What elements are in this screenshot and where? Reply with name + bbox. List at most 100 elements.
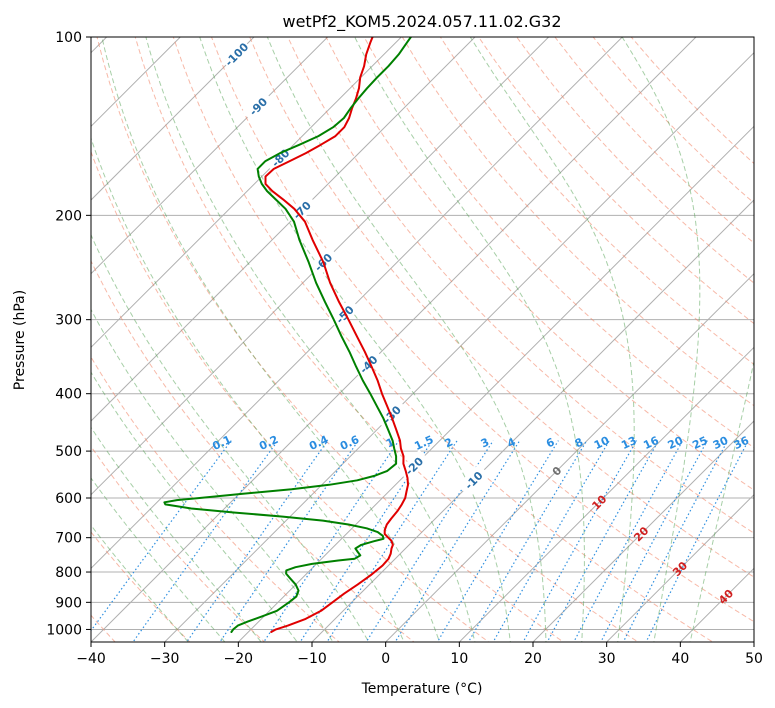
- isotherm-line: [91, 37, 550, 496]
- mixing-ratio-line: [467, 440, 588, 642]
- mixing-ratio-line: [365, 440, 494, 642]
- reference-line-labels: 0.1 0.2 0.4 0.6 1 1.5 2 3 4 6 8 10 13 16 20 25 30 36-100-…: [210, 38, 751, 607]
- isotherm-line: [0, 10, 60, 654]
- isotherm-line: [605, 493, 754, 642]
- moist-adiabat: [91, 233, 370, 642]
- mixing-ratio-line: [299, 440, 433, 642]
- dry-adiabat: [516, 37, 754, 284]
- mixing-ratio-label: 3: [479, 435, 491, 450]
- dry-adiabat: [91, 356, 340, 642]
- mixing-ratio-line: [573, 440, 684, 642]
- isotherm-line: [532, 420, 754, 642]
- mixing-ratio-label: 36: [732, 434, 752, 452]
- isotherm-label-bg: [285, 193, 318, 226]
- moist-adiabats: [91, 37, 754, 642]
- isotherm-label-bg: [220, 38, 253, 70]
- mixing-ratio-lines: [91, 440, 749, 642]
- moist-adiabat: [91, 524, 189, 642]
- isotherm-line: [91, 37, 476, 422]
- chart-title: wetPf2_KOM5.2024.057.11.02.G32: [282, 12, 561, 32]
- moist-adiabat: [145, 37, 476, 642]
- mixing-ratio-line: [546, 440, 660, 642]
- y-tick-label: 200: [55, 208, 82, 224]
- dry-adiabat: [172, 37, 714, 642]
- dry-adiabat: [91, 259, 415, 642]
- x-tick-label: −30: [150, 651, 180, 667]
- isotherm-line: [384, 272, 754, 642]
- pressure-gridlines: [91, 37, 754, 630]
- moist-adiabat-label: 30: [670, 559, 690, 579]
- moist-adiabat-label: 0: [550, 464, 565, 479]
- y-tick-label: 100: [55, 30, 82, 46]
- x-tick-label: 30: [598, 651, 616, 667]
- mixing-ratio-label: 1.5: [412, 433, 435, 453]
- mixing-ratio-line: [492, 440, 610, 642]
- dry-adiabat: [478, 37, 754, 325]
- isotherm-label-bg: [457, 463, 490, 496]
- moist-adiabat: [91, 136, 405, 642]
- dry-adiabat: [592, 37, 754, 204]
- isotherm-line: [163, 51, 754, 642]
- moist-adiabat: [101, 37, 441, 642]
- mixing-ratio-line: [132, 440, 279, 642]
- dry-adiabat: [439, 37, 754, 366]
- mixing-ratio-label: 6: [544, 435, 557, 450]
- temperature-profile: [264, 37, 409, 633]
- moist-adiabat: [199, 37, 511, 642]
- y-tick-label: 600: [55, 491, 82, 507]
- mixing-ratio-line: [263, 440, 400, 642]
- isotherm-line: [679, 567, 754, 642]
- dry-adiabat: [630, 37, 754, 165]
- mixing-ratio-label: 25: [690, 434, 709, 452]
- isotherm-label-bg: [352, 348, 385, 380]
- isotherm-line: [91, 37, 255, 201]
- isotherm-line: [458, 346, 754, 642]
- x-axis-ticks: −40 −30 −20 −10 0 10 20 30 40 50: [76, 642, 763, 667]
- x-tick-label: 0: [381, 651, 390, 667]
- isotherm-line: [91, 37, 182, 128]
- mixing-ratio-line: [645, 440, 749, 642]
- isotherm-line: [237, 125, 754, 642]
- isotherm-line: [91, 37, 403, 349]
- dry-adiabat: [91, 445, 266, 642]
- isotherm-line: [91, 37, 329, 275]
- isotherm-label-bg: [375, 398, 408, 431]
- isotherm-line: [91, 37, 624, 570]
- dry-adiabat: [91, 150, 490, 642]
- mixing-ratio-line: [436, 440, 559, 642]
- moist-adiabat-label: 10: [589, 492, 609, 512]
- plot-frame: [90, 36, 755, 643]
- mixing-ratio-label: 0.2: [257, 433, 280, 453]
- y-axis-ticks: 100 200 300 400 500 600 700 800 900 1000: [46, 30, 91, 638]
- dry-adiabat: [363, 37, 754, 449]
- x-tick-label: 20: [524, 651, 542, 667]
- dry-adiabat: [210, 37, 754, 623]
- y-axis-label: Pressure (hPa): [12, 290, 28, 390]
- mixing-ratio-line: [600, 440, 708, 642]
- moist-adiabat: [469, 37, 635, 642]
- sounding-profiles: [163, 37, 412, 633]
- dry-adiabats: [91, 37, 754, 642]
- isotherm-line: [311, 199, 754, 642]
- mixing-ratio-label: 13: [619, 434, 638, 452]
- moist-adiabat-label: 40: [716, 587, 736, 607]
- x-tick-label: −20: [224, 651, 254, 667]
- mixing-ratio-label: 10: [592, 434, 612, 452]
- mixing-ratio-label: 30: [711, 434, 731, 452]
- dewpoint-profile: [163, 37, 412, 633]
- y-tick-label: 300: [55, 313, 82, 329]
- y-tick-label: 900: [55, 595, 82, 611]
- x-tick-label: 10: [450, 651, 468, 667]
- dry-adiabat: [91, 531, 191, 642]
- moist-adiabat: [91, 426, 262, 642]
- mixing-ratio-label: 0.6: [338, 433, 361, 453]
- isotherm-label-bg: [241, 90, 274, 123]
- mixing-ratio-label: 20: [666, 434, 686, 452]
- mixing-ratio-label: 16: [641, 434, 661, 452]
- y-tick-label: 800: [55, 565, 82, 581]
- y-tick-label: 400: [55, 387, 82, 403]
- dry-adiabat: [401, 37, 754, 407]
- x-tick-label: −10: [297, 651, 327, 667]
- x-tick-label: 50: [745, 651, 763, 667]
